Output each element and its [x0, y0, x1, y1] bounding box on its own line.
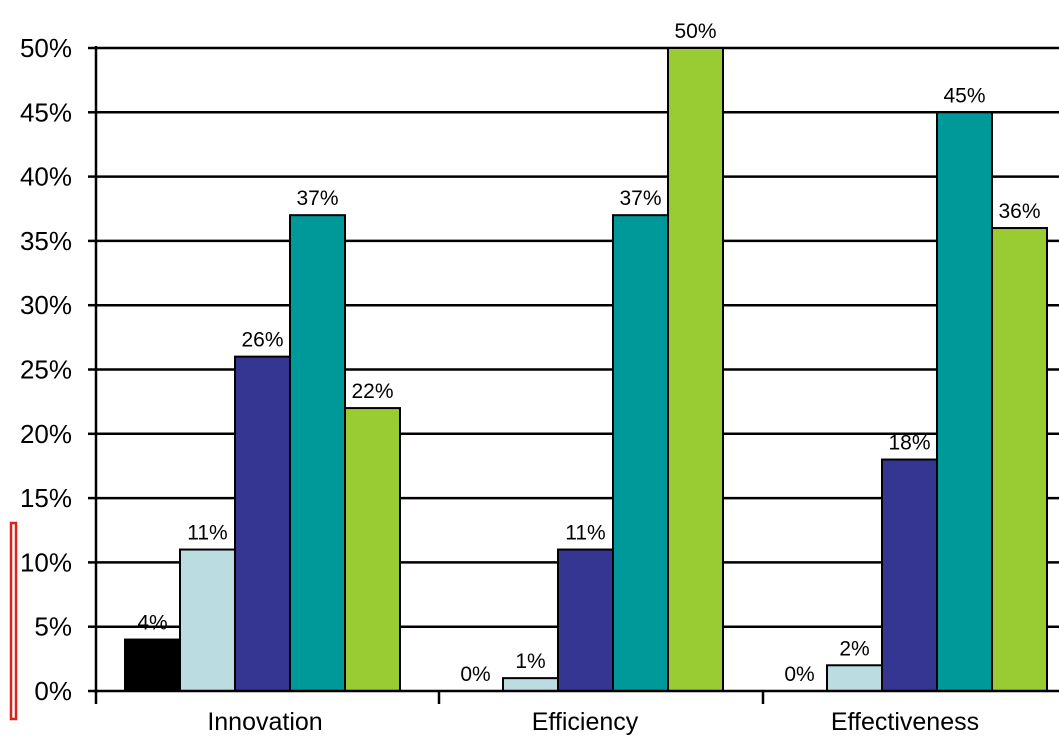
data-label: 50% — [674, 20, 716, 43]
highlight-bracket — [9, 521, 18, 721]
y-tick-label: 50% — [20, 33, 72, 63]
data-label: 11% — [187, 522, 227, 545]
y-tick-label: 40% — [20, 162, 72, 192]
bar — [936, 111, 993, 693]
data-label: 22% — [351, 380, 393, 403]
data-label: 37% — [619, 187, 661, 210]
bar — [234, 355, 291, 692]
bar — [667, 47, 724, 692]
data-label: 11% — [565, 522, 605, 545]
y-tick-label: 30% — [20, 290, 72, 320]
y-tick-label: 35% — [20, 226, 72, 256]
bar — [289, 214, 346, 692]
x-tick-label: Efficiency — [532, 708, 639, 736]
y-tick-label: 5% — [34, 612, 72, 642]
data-label: 37% — [296, 187, 338, 210]
bar — [826, 664, 883, 693]
data-label: 0% — [784, 663, 814, 686]
data-label: 2% — [839, 637, 869, 660]
data-label: 4% — [137, 612, 167, 635]
bar — [557, 548, 614, 692]
bar — [344, 407, 401, 692]
data-label: 45% — [943, 84, 985, 107]
data-label: 26% — [241, 329, 283, 352]
y-tick-label: 20% — [20, 419, 72, 449]
y-tick-label: 25% — [20, 355, 72, 385]
axes: 0% 5% 10% 15% 20% 25% 30% 35% 40% 45% 50% Innovatio… — [20, 33, 1059, 736]
data-label: 36% — [998, 200, 1040, 223]
x-tick-label: Innovation — [207, 708, 322, 736]
bar — [612, 214, 669, 692]
data-label: 18% — [888, 432, 930, 455]
x-tick-label: Effectiveness — [831, 708, 979, 736]
data-label: 1% — [515, 650, 545, 673]
y-tick-label: 15% — [20, 483, 72, 513]
bar — [179, 548, 236, 692]
bar — [991, 227, 1048, 692]
y-tick-label: 45% — [20, 97, 72, 127]
data-labels: 4% 11% 26% 37% 22% 0% 1% 11% 37% 50% 0% 2% 18% 45% 36% — [137, 20, 1040, 686]
data-label: 0% — [460, 663, 490, 686]
bar — [124, 638, 181, 692]
y-tick-label: 0% — [34, 676, 72, 706]
y-tick-label: 10% — [20, 547, 72, 577]
bar — [881, 458, 938, 692]
bar — [502, 677, 559, 693]
